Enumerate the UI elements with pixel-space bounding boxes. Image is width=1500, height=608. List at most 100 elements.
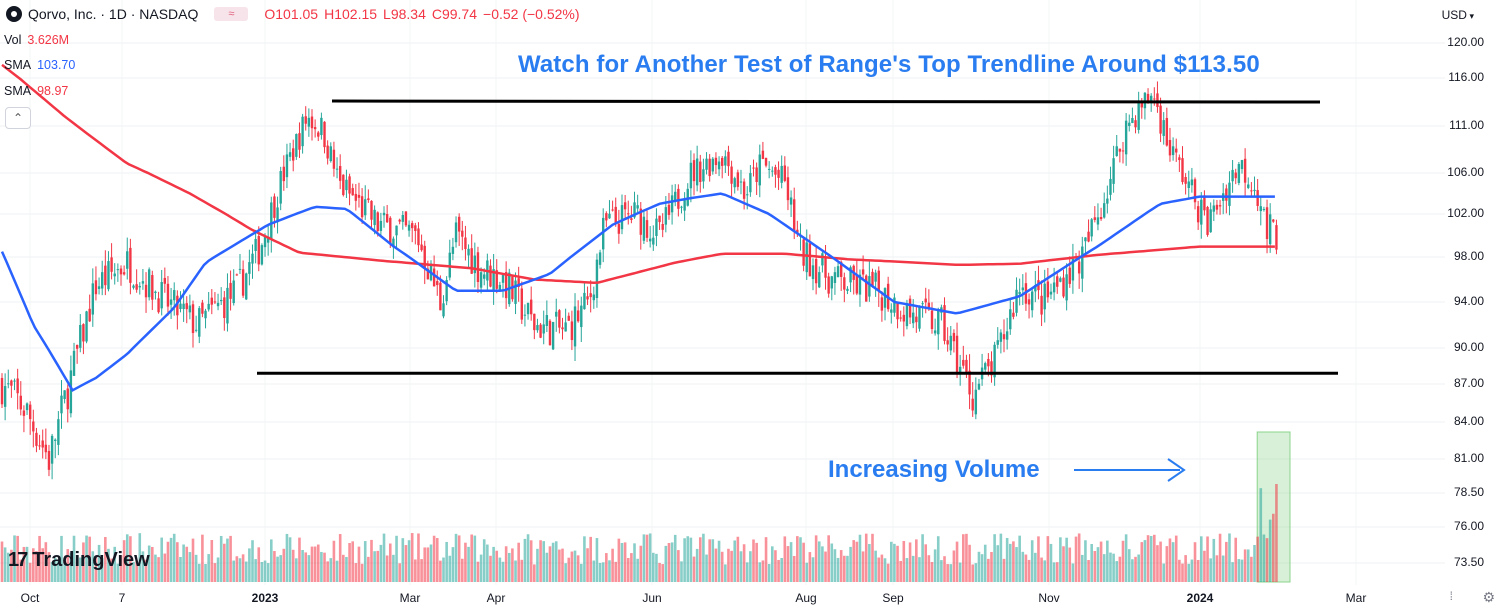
- volume-bar: [861, 551, 865, 582]
- volume-bar: [1015, 547, 1018, 582]
- volume-bar: [404, 545, 408, 582]
- volume-bar: [216, 557, 220, 582]
- volume-bar: [655, 553, 658, 582]
- candle-body: [899, 317, 902, 319]
- volume-bar: [266, 563, 270, 582]
- settings-icon[interactable]: ⚙: [1482, 589, 1495, 605]
- volume-bar: [498, 557, 502, 582]
- volume-bar: [786, 546, 790, 582]
- candle-body: [620, 205, 624, 230]
- candle-body: [1209, 209, 1212, 233]
- candle-body: [1002, 334, 1006, 340]
- volume-bar: [1121, 540, 1125, 582]
- candle-body: [157, 298, 160, 313]
- volume-bar: [830, 543, 834, 582]
- candle-body: [395, 225, 398, 236]
- candle-body: [226, 287, 229, 324]
- candle-body: [789, 197, 793, 205]
- volume-bar: [971, 564, 974, 582]
- candle-body: [285, 154, 289, 178]
- candle-body: [420, 244, 423, 251]
- volume-bar: [132, 561, 135, 582]
- candle-body: [933, 330, 937, 334]
- volume-bar: [260, 562, 264, 582]
- candle-body: [501, 275, 505, 283]
- price-axis-label: 116.00: [1448, 70, 1484, 84]
- candle-body: [313, 127, 317, 130]
- candle-body: [1275, 225, 1278, 250]
- candle-body: [223, 297, 226, 318]
- candle-body: [783, 165, 787, 181]
- volume-bar: [623, 542, 627, 582]
- volume-bar: [1162, 563, 1166, 582]
- volume-bar: [520, 559, 524, 582]
- candle-body: [198, 308, 201, 337]
- ohlc-low: L98.34: [383, 6, 426, 22]
- volume-bar: [805, 562, 809, 582]
- tradingview-logo[interactable]: 17 TradingView: [8, 549, 150, 572]
- candle-body: [1118, 148, 1122, 152]
- candle-body: [82, 324, 85, 342]
- candle-body: [1256, 190, 1259, 206]
- sma-slow-indicator[interactable]: SMA 98.97: [4, 84, 68, 98]
- compare-icon[interactable]: ≈: [214, 7, 249, 21]
- volume-bar: [172, 533, 176, 582]
- candle-body: [367, 198, 370, 201]
- candle-body: [984, 363, 987, 370]
- candle-body: [796, 229, 799, 233]
- candle-body: [724, 156, 727, 166]
- volume-indicator[interactable]: Vol 3.626M: [4, 33, 69, 47]
- volume-bar: [182, 544, 185, 582]
- candle-body: [755, 167, 758, 183]
- volume-bar: [733, 540, 737, 582]
- volume-bar: [1030, 540, 1034, 582]
- candle-body: [1112, 158, 1115, 184]
- volume-bar: [6, 552, 10, 582]
- volume-bar: [1106, 540, 1109, 582]
- volume-bar: [927, 555, 931, 582]
- volume-bar: [514, 560, 517, 582]
- symbol-icon[interactable]: [6, 6, 22, 22]
- candle-body: [25, 403, 29, 411]
- currency-selector[interactable]: USD: [1442, 8, 1474, 22]
- sma-fast-indicator[interactable]: SMA 103.70: [4, 58, 75, 72]
- candle-body: [548, 320, 552, 346]
- volume-bar: [119, 555, 123, 582]
- candle-body: [1203, 195, 1206, 211]
- volume-bar: [1127, 549, 1131, 582]
- candle-body: [19, 395, 22, 410]
- volume-bar: [223, 543, 226, 582]
- volume-bar: [536, 548, 539, 582]
- candle-body: [141, 281, 145, 284]
- volume-bar: [107, 548, 110, 582]
- candle-body: [1134, 120, 1137, 128]
- collapse-icon[interactable]: ⌃: [5, 107, 31, 129]
- volume-bar: [104, 537, 107, 582]
- symbol-title[interactable]: Qorvo, Inc. · 1D · NASDAQ: [28, 6, 199, 22]
- volume-bar: [1052, 562, 1056, 582]
- volume-bar: [373, 551, 376, 582]
- candle-body: [1250, 190, 1253, 192]
- volume-bar: [749, 551, 752, 582]
- candle-body: [144, 284, 148, 298]
- candle-body: [107, 261, 110, 290]
- volume-bar: [893, 543, 896, 582]
- candle-body: [542, 324, 545, 334]
- volume-bar: [464, 542, 467, 582]
- candle-body: [539, 324, 542, 338]
- candle-body: [677, 188, 680, 209]
- volume-bar: [739, 551, 743, 582]
- candle-body: [818, 272, 821, 288]
- candle-body: [498, 284, 502, 291]
- candle-body: [251, 253, 254, 264]
- volume-bar: [235, 556, 239, 582]
- candle-body: [185, 303, 188, 310]
- volume-bar: [698, 537, 702, 582]
- candle-body: [266, 236, 270, 243]
- volume-bar: [617, 538, 621, 582]
- navigation-icon[interactable]: ⁞: [1449, 589, 1453, 603]
- candle-body: [576, 310, 580, 322]
- candle-body: [580, 305, 583, 328]
- candle-body: [173, 290, 176, 301]
